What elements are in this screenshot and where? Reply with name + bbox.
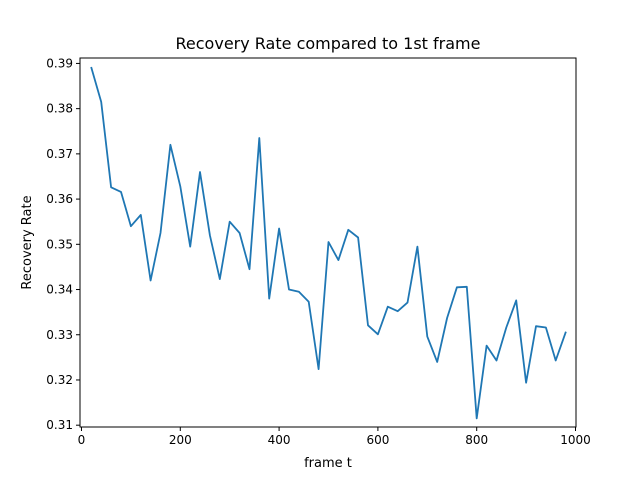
x-tick-label: 600 bbox=[366, 433, 389, 447]
axis-ticks: 0 200 400 600 800 1000 0.31 0.32 0.33 0.34 0.35 0.3… bbox=[46, 56, 590, 447]
y-tick-label: 0.33 bbox=[46, 328, 73, 342]
y-tick-label: 0.38 bbox=[46, 102, 73, 116]
y-tick-label: 0.37 bbox=[46, 147, 73, 161]
chart-title: Recovery Rate compared to 1st frame bbox=[176, 34, 481, 53]
plot-frame bbox=[79, 57, 577, 428]
x-axis-label: frame t bbox=[304, 456, 352, 471]
x-tick-label: 200 bbox=[169, 433, 192, 447]
x-tick-label: 400 bbox=[268, 433, 291, 447]
x-tick-label: 800 bbox=[465, 433, 488, 447]
y-axis-label: Recovery Rate bbox=[20, 195, 35, 289]
y-tick-label: 0.34 bbox=[46, 283, 73, 297]
x-tick-label: 0 bbox=[78, 433, 86, 447]
series-line bbox=[90, 66, 567, 420]
x-tick-label: 1000 bbox=[560, 433, 591, 447]
y-tick-label: 0.36 bbox=[46, 192, 73, 206]
y-tick-label: 0.31 bbox=[46, 418, 73, 432]
y-tick-label: 0.32 bbox=[46, 373, 73, 387]
y-tick-label: 0.35 bbox=[46, 237, 73, 251]
y-tick-label: 0.39 bbox=[46, 56, 73, 70]
